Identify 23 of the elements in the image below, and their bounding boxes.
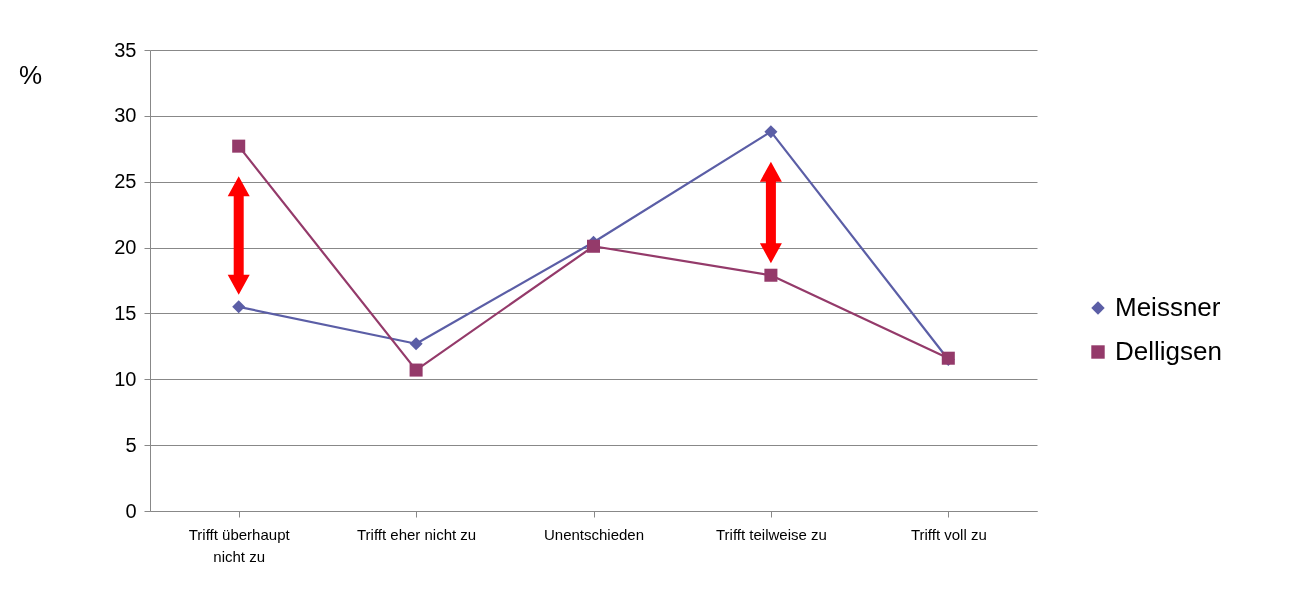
y-tick-label: 25 [114, 170, 137, 193]
y-tick-label: 30 [114, 104, 137, 127]
y-tick-label: 35 [114, 38, 137, 61]
x-tick-label: Trifft teilweise zu [715, 525, 827, 543]
y-tick-label: 0 [125, 499, 137, 522]
x-tick-label: Trifft eher nicht zu [356, 525, 477, 543]
y-tick-label: 20 [114, 236, 137, 259]
x-tick-label: Unentschieden [543, 525, 645, 543]
legend-label: Delligsen [1115, 336, 1222, 366]
point [586, 239, 601, 253]
x-tick-label: Trifft überhaupt nicht zu [188, 525, 291, 565]
y-axis-title: % [18, 59, 43, 90]
legend-label: Meissner [1115, 292, 1221, 322]
y-tick-label: 10 [114, 367, 137, 390]
point [409, 337, 423, 351]
x-tick-label: Trifft voll zu [910, 525, 987, 543]
point [409, 363, 423, 377]
point [232, 300, 246, 314]
y-tick-label: 5 [125, 433, 137, 456]
y-tick-label: 15 [114, 301, 137, 324]
point [232, 139, 246, 153]
point [764, 125, 778, 139]
point [764, 268, 778, 282]
